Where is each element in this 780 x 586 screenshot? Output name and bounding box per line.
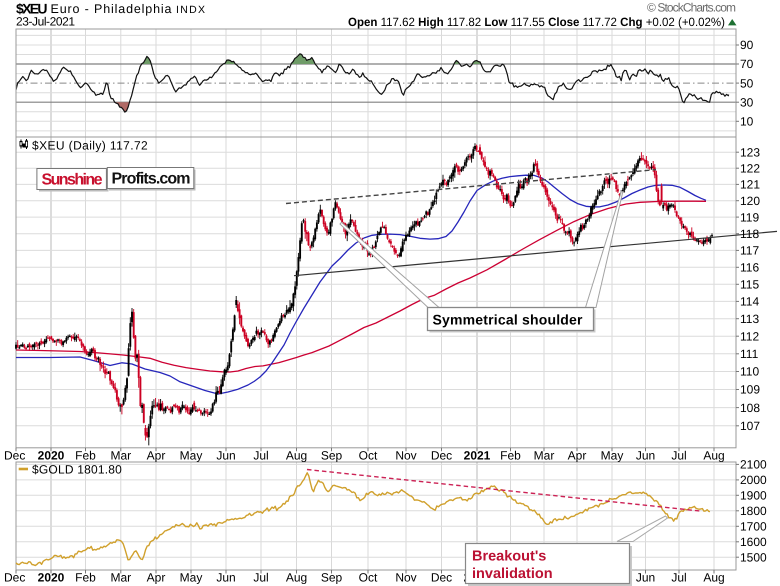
svg-text:Sunshine: Sunshine xyxy=(42,172,103,189)
svg-text:109: 109 xyxy=(740,383,760,397)
svg-text:120: 120 xyxy=(740,194,760,208)
svg-text:110: 110 xyxy=(740,365,759,379)
svg-text:122: 122 xyxy=(740,161,760,175)
svg-text:Feb: Feb xyxy=(75,449,96,463)
svg-text:90: 90 xyxy=(740,38,754,52)
svg-text:1800: 1800 xyxy=(740,504,767,518)
svg-text:Oct: Oct xyxy=(359,571,378,585)
svg-text:Oct: Oct xyxy=(359,449,378,463)
svg-text:Dec: Dec xyxy=(431,449,452,463)
svg-text:50: 50 xyxy=(740,76,754,90)
svg-text:Euro - Philadelphia: Euro - Philadelphia xyxy=(51,2,172,16)
svg-text:Jun: Jun xyxy=(216,449,235,463)
svg-text:$XEU: $XEU xyxy=(16,1,48,17)
svg-text:70: 70 xyxy=(740,57,754,71)
svg-text:112: 112 xyxy=(740,329,759,343)
svg-text:May: May xyxy=(601,449,624,463)
svg-text:Aug: Aug xyxy=(286,449,307,463)
svg-text:Jun: Jun xyxy=(636,571,655,585)
svg-text:Jul: Jul xyxy=(671,571,686,585)
svg-text:Apr: Apr xyxy=(568,449,587,463)
svg-text:117: 117 xyxy=(740,244,759,258)
svg-text:Aug: Aug xyxy=(703,571,724,585)
svg-text:Dec: Dec xyxy=(431,571,452,585)
svg-text:Jun: Jun xyxy=(216,571,235,585)
svg-text:30: 30 xyxy=(740,96,754,110)
svg-text:23-Jul-2021: 23-Jul-2021 xyxy=(16,15,75,29)
svg-text:Apr: Apr xyxy=(147,571,166,585)
svg-text:118: 118 xyxy=(740,227,759,241)
svg-text:invalidation: invalidation xyxy=(472,566,553,582)
svg-text:Aug: Aug xyxy=(703,449,724,463)
svg-text:123: 123 xyxy=(740,145,760,159)
svg-text:$XEU (Daily) 117.72: $XEU (Daily) 117.72 xyxy=(32,139,148,153)
svg-text:116: 116 xyxy=(740,261,759,275)
svg-text:Mar: Mar xyxy=(534,449,555,463)
svg-text:$GOLD 1801.80: $GOLD 1801.80 xyxy=(32,463,122,477)
svg-text:119: 119 xyxy=(740,210,759,224)
svg-text:2020: 2020 xyxy=(38,449,65,463)
svg-text:Dec: Dec xyxy=(4,449,25,463)
svg-text:2021: 2021 xyxy=(464,449,491,463)
svg-text:Jul: Jul xyxy=(671,449,686,463)
svg-text:Mar: Mar xyxy=(110,571,131,585)
svg-text:Feb: Feb xyxy=(500,449,521,463)
svg-text:Sep: Sep xyxy=(321,449,343,463)
svg-text:1700: 1700 xyxy=(740,520,767,534)
svg-text:1900: 1900 xyxy=(740,489,767,503)
svg-text:Apr: Apr xyxy=(147,449,166,463)
svg-text:Mar: Mar xyxy=(110,449,131,463)
svg-text:10: 10 xyxy=(740,115,754,129)
svg-text:Nov: Nov xyxy=(395,571,416,585)
svg-text:Profits.com: Profits.com xyxy=(112,171,191,188)
svg-text:Open 117.62 High 117.82 Low 11: Open 117.62 High 117.82 Low 117.55 Close… xyxy=(348,15,725,29)
svg-text:© StockCharts.com: © StockCharts.com xyxy=(647,1,736,15)
svg-text:2000: 2000 xyxy=(740,473,767,487)
svg-text:Nov: Nov xyxy=(395,449,416,463)
svg-text:113: 113 xyxy=(740,312,759,326)
svg-text:107: 107 xyxy=(740,419,760,433)
svg-text:115: 115 xyxy=(740,278,759,292)
svg-text:2100: 2100 xyxy=(740,458,767,472)
svg-text:114: 114 xyxy=(740,295,759,309)
svg-text:INDX: INDX xyxy=(176,4,205,16)
svg-text:Jul: Jul xyxy=(253,449,268,463)
svg-text:Symmetrical shoulder: Symmetrical shoulder xyxy=(433,312,584,328)
svg-text:111: 111 xyxy=(740,347,759,361)
svg-text:Aug: Aug xyxy=(286,571,307,585)
svg-text:May: May xyxy=(180,571,203,585)
svg-text:1500: 1500 xyxy=(740,550,767,564)
svg-text:Feb: Feb xyxy=(75,571,96,585)
svg-text:Jun: Jun xyxy=(636,449,655,463)
svg-text:Breakout's: Breakout's xyxy=(472,549,546,565)
svg-text:108: 108 xyxy=(740,401,760,415)
svg-text:Dec: Dec xyxy=(4,571,25,585)
svg-text:May: May xyxy=(180,449,203,463)
svg-text:1600: 1600 xyxy=(740,535,767,549)
svg-text:Jul: Jul xyxy=(253,571,268,585)
svg-text:121: 121 xyxy=(740,178,760,192)
svg-text:Sep: Sep xyxy=(321,571,343,585)
svg-text:2020: 2020 xyxy=(38,571,65,585)
